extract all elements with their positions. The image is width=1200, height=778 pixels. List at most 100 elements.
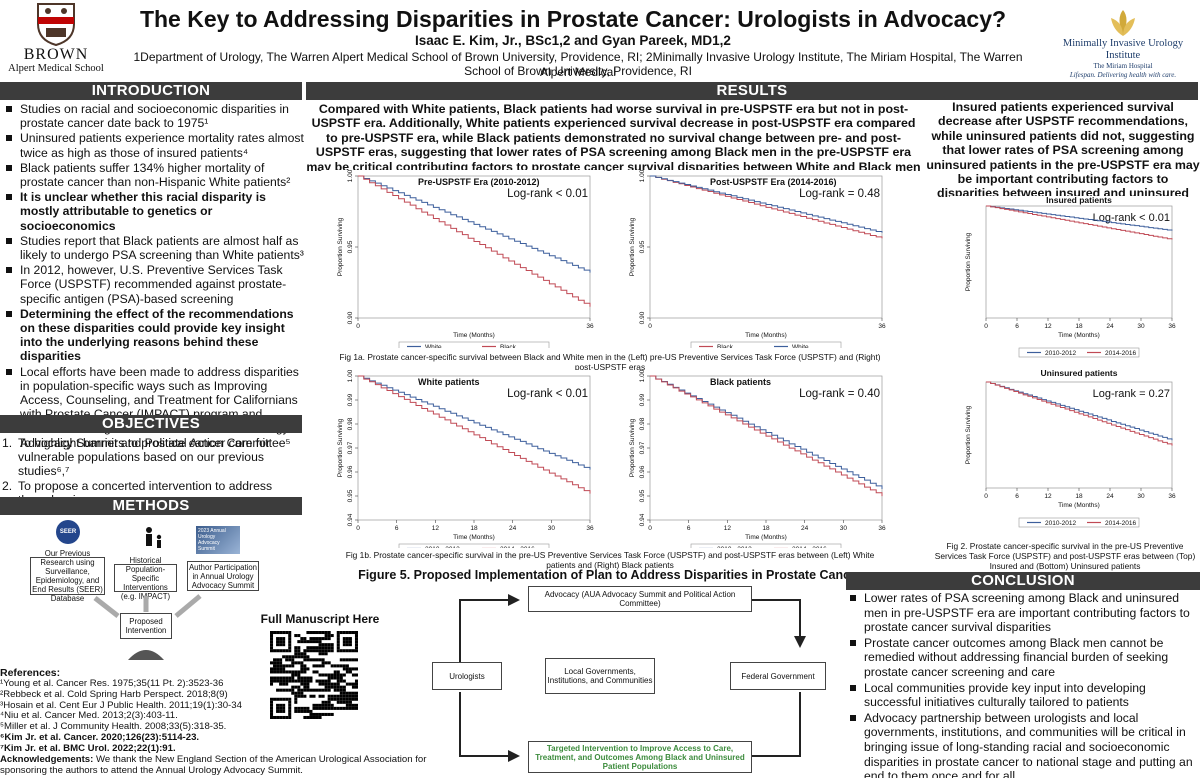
chart-0: 1.00 0.95 0.900 36 Time (Months) Proportion S… [337, 169, 594, 352]
y-tick-label: 0.97 [347, 441, 354, 454]
y-tick-label: 0.90 [639, 311, 646, 324]
x-tick-label: 36 [878, 323, 886, 330]
y-tick-label: 0.95 [347, 489, 354, 502]
intro-heading: INTRODUCTION [0, 82, 302, 100]
x-tick-label: 18 [1075, 493, 1083, 500]
miui-logo: Minimally Invasive Urology Institute The… [1050, 8, 1196, 80]
x-tick-label: 24 [1106, 493, 1114, 500]
reference-item: ⁵Miller et al. J Community Health. 2008;… [0, 721, 227, 733]
fig5-federal: Federal Government [730, 662, 826, 690]
x-tick-label: 12 [432, 525, 440, 532]
y-tick-label: 0.98 [639, 417, 646, 430]
objectives-list: 1. To highlight barriers to prostate canc… [0, 436, 305, 507]
y-tick-label: 0.90 [347, 311, 354, 324]
x-tick-label: 36 [1168, 323, 1176, 330]
x-tick-label: 0 [648, 323, 652, 330]
results-summary-race: Compared with White patients, Black pati… [306, 102, 921, 174]
x-tick-label: 30 [840, 525, 848, 532]
chart-title: White patients [418, 377, 480, 387]
fig5-advocacy: Advocacy (AUA Advocacy Summit and Politi… [528, 586, 752, 612]
fig1a-left: 1.00 0.95 0.90 0 36 Time (Months) Proportion S… [322, 169, 604, 352]
x-tick-label: 6 [1015, 493, 1019, 500]
ack-text: We thank the New England Section of the … [0, 754, 427, 776]
x-tick-label: 0 [648, 525, 652, 532]
series-line-0 [358, 375, 591, 470]
legend: 2010-2012 2014-2016 [1018, 347, 1140, 358]
x-tick-label: 0 [984, 493, 988, 500]
intro-bullets: Studies on racial and socioeconomic disp… [2, 102, 307, 451]
objective-item: 1. To highlight barriers to prostate canc… [0, 436, 305, 479]
poster-title: The Key to Addressing Disparities in Pro… [139, 6, 1007, 32]
x-tick-label: 18 [1075, 323, 1083, 330]
x-tick-label: 36 [1168, 493, 1176, 500]
qr-code[interactable] [270, 631, 358, 719]
logrank-label: Log-rank = 0.40 [799, 388, 880, 400]
legend-box [1018, 347, 1140, 358]
seer-logo: SEER [56, 520, 80, 544]
x-tick-label: 24 [509, 525, 517, 532]
series-line-1 [650, 375, 883, 497]
reference-item: ³Hosain et al. Cent Eur J Public Health.… [0, 699, 242, 711]
series-line-1 [986, 381, 1173, 446]
chart-1: 1.00 0.95 0.900 36 Time (Months) Proportion S… [629, 169, 886, 352]
x-tick-label: 18 [470, 525, 478, 532]
methods-box-summit: Author Participation in Annual Urology A… [187, 561, 259, 591]
y-tick-label: 0.99 [347, 393, 354, 406]
legend-label-0: Black [717, 344, 734, 348]
y-axis-label: Proportion Surviving [629, 217, 636, 276]
chart-3: 1.00 0.99 0.98 0.97 0.96 0.95 0.940 6 12 18 24 30 36… [629, 369, 886, 554]
legend: Black White [690, 341, 842, 352]
logo-name: BROWN [23, 46, 89, 63]
series-line-0 [358, 175, 591, 273]
references-heading: References: [0, 667, 61, 679]
conclusion-bullet: Local communities provide key input into… [846, 681, 1200, 710]
y-tick-label: 0.95 [639, 240, 646, 253]
y-axis-label: Proportion Surviving [337, 217, 344, 276]
y-tick-label: 0.96 [347, 465, 354, 478]
y-axis-label: Proportion Surviving [965, 405, 972, 464]
legend: 2010-2012 2014-2016 [1018, 517, 1140, 528]
x-tick-label: 6 [1015, 323, 1019, 330]
fig1b-right: 1.00 0.99 0.98 0.97 0.96 0.95 0.94 0 6 12 18 24 30 36… [614, 369, 896, 554]
y-tick-label: 0.99 [639, 393, 646, 406]
intro-bullet: Black patients suffer 134% higher mortal… [2, 161, 307, 189]
fig1a-caption: Fig 1a. Prostate cancer-specific surviva… [339, 352, 881, 372]
legend-box [398, 341, 550, 352]
chart-5: 0 6 12 18 24 30 36 Time (Months) Proportion Surv… [965, 368, 1176, 528]
y-tick-label: 1.00 [347, 370, 354, 382]
brown-logo: BROWN Alpert Medical School [8, 2, 104, 78]
reference-item: ²Rebbeck et al. Cold Spring Harb Perspec… [0, 688, 228, 700]
y-tick-label: 0.95 [639, 489, 646, 502]
x-tick-label: 12 [1044, 493, 1052, 500]
x-tick-label: 12 [1044, 323, 1052, 330]
miui-title: Minimally Invasive Urology Institute [1062, 38, 1184, 61]
legend-label-1: 2014 - 2016 [500, 546, 535, 548]
methods-box-proposed: Proposed Intervention [120, 613, 172, 639]
affiliation-1: 1Department of Urology, The Warren Alper… [133, 50, 1023, 79]
y-axis-label: Proportion Surviving [337, 418, 344, 477]
series-line-1 [650, 175, 883, 233]
legend: 2010 - 2012 2014 - 2016 [398, 543, 550, 554]
qr-label: Full Manuscript Here [260, 612, 380, 626]
x-tick-label: 6 [687, 525, 691, 532]
plot-area [985, 381, 1173, 489]
affiliation-2: School of Brown University, Providence, … [464, 64, 692, 78]
x-axis-label: Time (Months) [745, 534, 787, 541]
x-tick-label: 0 [356, 525, 360, 532]
conclusion-bullet: Prostate cancer outcomes among Black men… [846, 636, 1200, 680]
references: References: ¹Young et al. Cancer Res. 19… [0, 667, 300, 755]
authors: Isaac E. Kim, Jr., BSc1,2 and Gyan Paree… [415, 33, 731, 48]
legend-label-0: White [425, 344, 442, 348]
legend-box [1018, 517, 1140, 528]
x-tick-label: 0 [356, 323, 360, 330]
x-axis-label: Time (Months) [745, 332, 787, 339]
intro-bullet: It is unclear whether this racial dispar… [2, 190, 307, 233]
intro-bullet: Determining the effect of the recommenda… [2, 307, 307, 364]
legend-label-0: 2010-2012 [1045, 520, 1076, 527]
chart-4: 0 6 12 18 24 30 36 Time (Months) Proportion Surv… [965, 195, 1176, 358]
x-tick-label: 30 [1137, 493, 1145, 500]
methods-arrows [93, 594, 202, 660]
conclusion-bullet: Lower rates of PSA screening among Black… [846, 591, 1200, 635]
conclusion-bullet: Advocacy partnership between urologists … [846, 711, 1200, 778]
reference-item: ⁴Niu et al. Cancer Med. 2013;2(3):403-11… [0, 710, 178, 722]
